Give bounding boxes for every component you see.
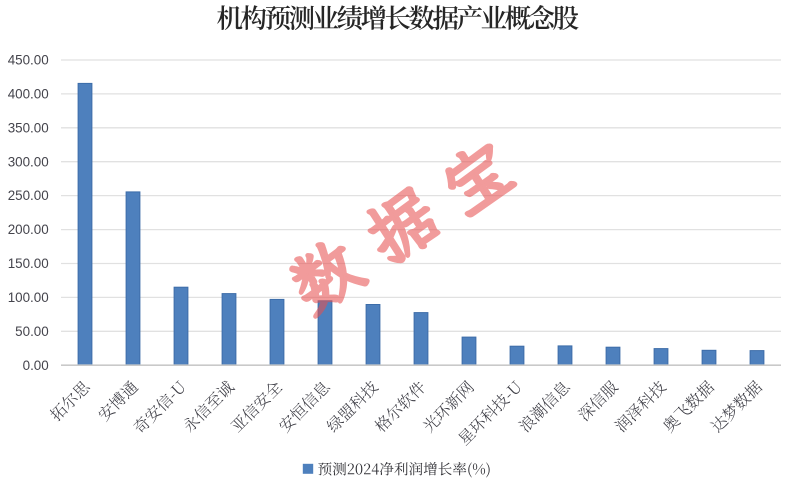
- svg-text:50.00: 50.00: [15, 324, 49, 339]
- svg-text:250.00: 250.00: [8, 188, 49, 203]
- svg-text:350.00: 350.00: [8, 120, 49, 135]
- svg-text:450.00: 450.00: [8, 53, 49, 68]
- svg-text:150.00: 150.00: [8, 256, 49, 271]
- svg-text:400.00: 400.00: [8, 87, 49, 102]
- svg-text:100.00: 100.00: [8, 290, 49, 305]
- svg-text:300.00: 300.00: [8, 154, 49, 169]
- svg-text:200.00: 200.00: [8, 222, 49, 237]
- svg-text:0.00: 0.00: [23, 358, 49, 373]
